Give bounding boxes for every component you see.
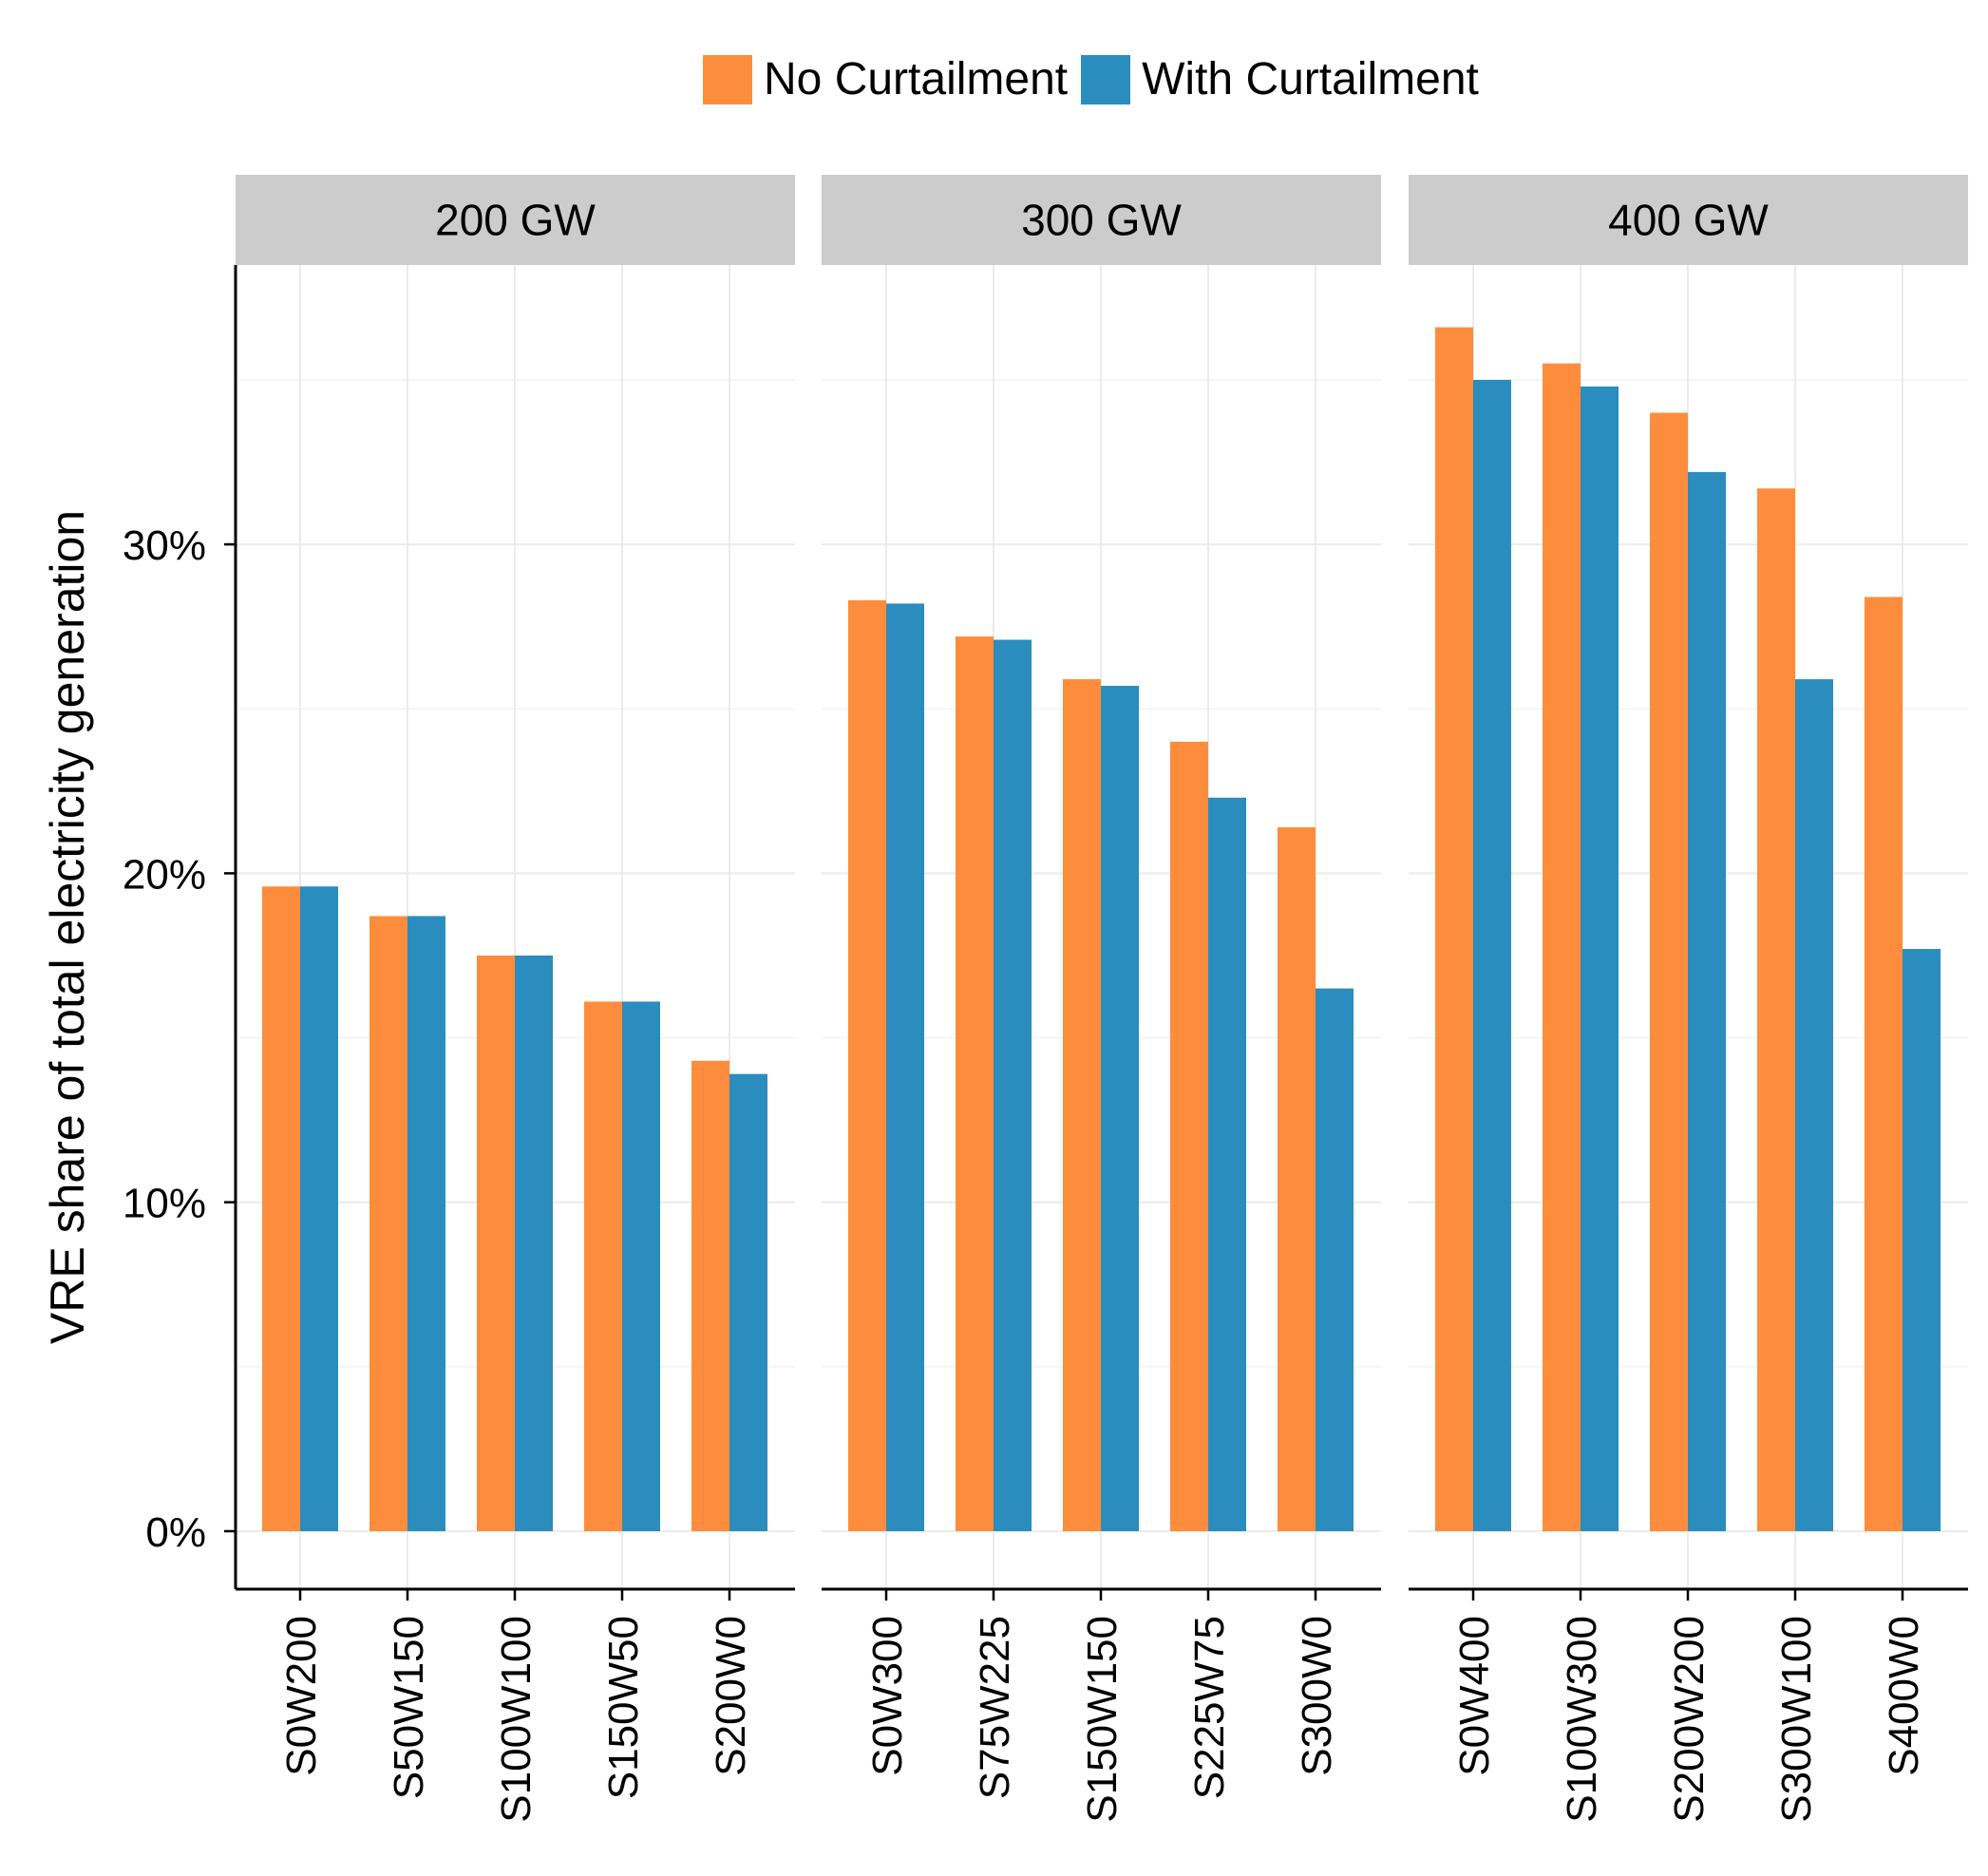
legend: No Curtailment With Curtailment: [703, 51, 1479, 108]
y-axis-title: VRE share of total electricity generatio…: [41, 510, 94, 1344]
legend-label-no-curtailment: No Curtailment: [764, 54, 1069, 104]
bar-no-curtailment: [1757, 488, 1795, 1531]
bar-no-curtailment: [477, 955, 515, 1531]
bar-no-curtailment: [1435, 327, 1473, 1531]
bar-with-curtailment: [994, 639, 1032, 1531]
legend-item-no-curtailment: No Curtailment: [703, 55, 1068, 104]
bar-with-curtailment: [729, 1073, 767, 1531]
bar-with-curtailment: [515, 955, 553, 1531]
bar-with-curtailment: [1903, 949, 1941, 1531]
bar-with-curtailment: [1316, 988, 1354, 1531]
x-tick-label: S225W75: [1186, 1616, 1233, 1799]
x-tick-label: S75W225: [972, 1616, 1018, 1799]
facet-strip-title: 300 GW: [1021, 196, 1182, 245]
legend-label-with-curtailment: With Curtailment: [1142, 54, 1479, 104]
y-tick-label: 10%: [123, 1181, 206, 1227]
bar-no-curtailment: [1865, 597, 1903, 1531]
facet-strip: [822, 175, 1381, 265]
bar-with-curtailment: [622, 1001, 660, 1531]
bar-with-curtailment: [1581, 386, 1619, 1532]
bar-with-curtailment: [407, 916, 445, 1531]
x-tick-label: S50W150: [386, 1616, 432, 1799]
y-tick-label: 0%: [145, 1509, 206, 1556]
x-tick-label: S100W300: [1559, 1616, 1605, 1823]
bar-no-curtailment: [848, 599, 886, 1531]
x-tick-label: S0W300: [864, 1616, 911, 1776]
y-tick-label: 30%: [123, 522, 206, 569]
bar-no-curtailment: [262, 886, 300, 1531]
bar-with-curtailment: [1795, 679, 1833, 1531]
bar-no-curtailment: [1650, 412, 1688, 1532]
x-tick-label: S300W100: [1773, 1616, 1820, 1823]
facet-strip: [1409, 175, 1968, 265]
facet-strip-title: 200 GW: [435, 196, 596, 245]
x-tick-label: S200W200: [1666, 1616, 1713, 1823]
bar-with-curtailment: [300, 886, 338, 1531]
bar-with-curtailment: [886, 603, 924, 1531]
bar-with-curtailment: [1101, 686, 1139, 1531]
x-tick-label: S150W50: [600, 1616, 647, 1799]
legend-swatch-no-curtailment: [703, 55, 752, 104]
bar-no-curtailment: [1543, 363, 1581, 1531]
x-tick-label: S400W0: [1881, 1616, 1927, 1776]
x-tick-label: S100W100: [493, 1616, 540, 1823]
bar-no-curtailment: [691, 1060, 729, 1531]
bar-with-curtailment: [1688, 471, 1726, 1531]
x-tick-label: S0W400: [1451, 1616, 1498, 1776]
bar-no-curtailment: [584, 1001, 622, 1531]
x-tick-label: S150W150: [1079, 1616, 1126, 1823]
x-tick-label: S200W0: [708, 1616, 754, 1776]
facet-strip-title: 400 GW: [1608, 196, 1769, 245]
y-tick-label: 20%: [123, 851, 206, 898]
bar-no-curtailment: [1278, 826, 1316, 1531]
facet-strip: [236, 175, 795, 265]
x-tick-label: S300W0: [1294, 1616, 1340, 1776]
bar-no-curtailment: [1063, 679, 1101, 1531]
bar-no-curtailment: [1170, 741, 1208, 1531]
bar-with-curtailment: [1473, 379, 1511, 1532]
legend-swatch-with-curtailment: [1081, 55, 1131, 104]
bar-no-curtailment: [956, 636, 994, 1531]
bar-no-curtailment: [369, 916, 407, 1531]
x-tick-label: S0W200: [278, 1616, 325, 1776]
legend-item-with-curtailment: With Curtailment: [1081, 55, 1479, 104]
bar-with-curtailment: [1208, 797, 1246, 1531]
